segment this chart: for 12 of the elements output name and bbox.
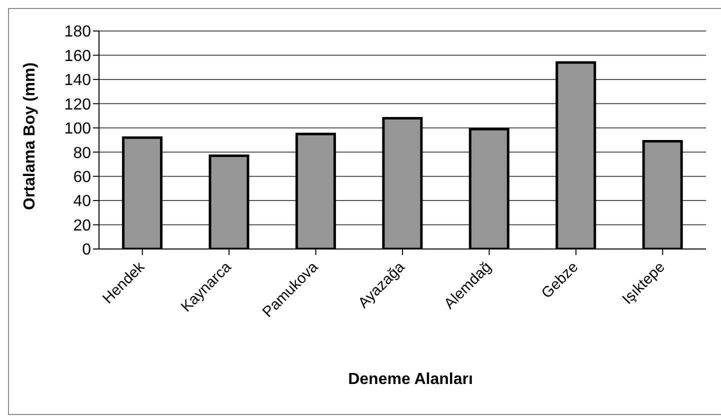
y-axis-title: Ortalama Boy (mm): [22, 62, 39, 210]
x-axis-title: Deneme Alanları: [347, 371, 474, 389]
y-tick-label: 20: [73, 217, 92, 234]
y-tick-label: 0: [82, 242, 92, 259]
y-tick-label: 80: [73, 144, 92, 162]
y-tick-label: 60: [73, 169, 92, 186]
y-tick-label: 120: [64, 96, 92, 114]
y-tick-label: 40: [73, 193, 92, 210]
y-tick-label: 100: [64, 120, 92, 138]
y-tick-label: 180: [64, 24, 92, 41]
y-tick-label: 160: [64, 48, 92, 65]
y-tick-label: 140: [64, 72, 92, 90]
